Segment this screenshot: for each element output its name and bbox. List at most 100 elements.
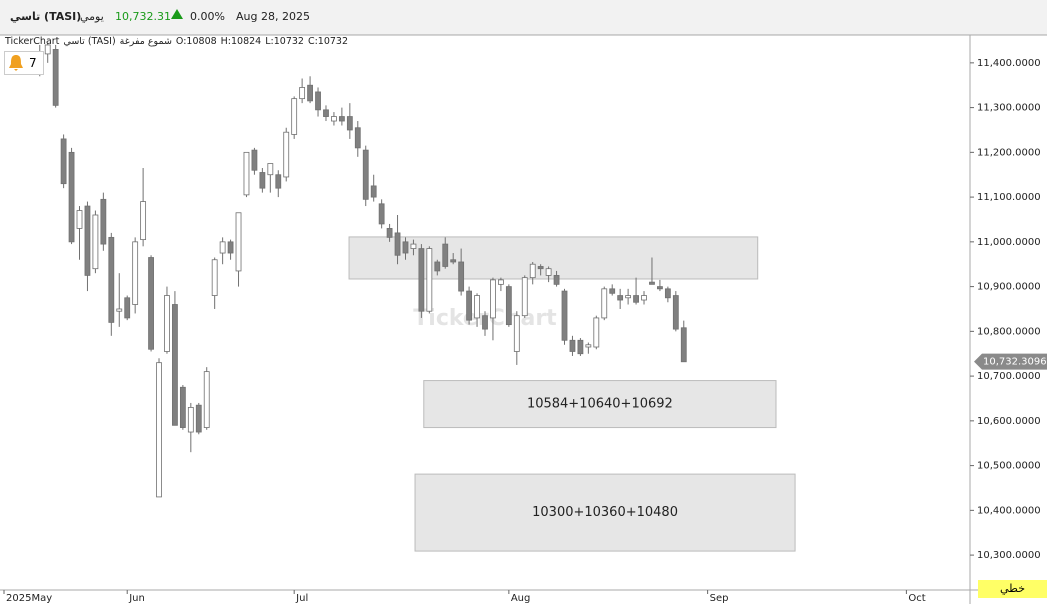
symbol[interactable]: تاسي (TASI)	[10, 10, 82, 23]
y-tick-label: 10,800.0000	[977, 326, 1041, 337]
x-tick-label: Aug	[511, 593, 531, 604]
zone	[414, 473, 796, 552]
candle-body	[275, 174, 282, 189]
alerts-button[interactable]: 7	[4, 51, 44, 75]
candle-body	[195, 404, 202, 433]
candle-body	[331, 116, 337, 122]
y-tick-label: 10,400.0000	[977, 505, 1041, 516]
candle-body	[672, 295, 679, 330]
high: H:10824	[220, 36, 262, 47]
low: L:10732	[265, 36, 304, 47]
candle-body	[164, 295, 170, 352]
y-tick-label: 10,700.0000	[977, 371, 1041, 382]
candle-body	[60, 138, 67, 185]
candle-body	[545, 268, 552, 276]
candle-body	[490, 279, 496, 319]
candle-body	[243, 151, 250, 196]
candle-body	[664, 288, 671, 299]
candle-body	[609, 288, 616, 294]
candle-body	[386, 228, 393, 238]
candle-body	[116, 308, 123, 312]
candle-body	[585, 344, 592, 348]
period[interactable]: يومي	[80, 10, 104, 23]
candle-body	[553, 275, 560, 285]
candle-body	[156, 362, 162, 498]
y-tick-label: 11,000.0000	[977, 237, 1041, 248]
candle-body	[370, 185, 377, 198]
candle-body	[442, 243, 449, 267]
candle-body	[100, 198, 107, 245]
y-tick-label: 11,200.0000	[977, 147, 1041, 158]
candle-body	[466, 290, 472, 321]
candle-body	[346, 116, 353, 131]
candle-body	[617, 295, 624, 301]
candle-body	[227, 241, 234, 254]
x-tick-label: Jun	[128, 593, 145, 604]
y-tick-label: 10,600.0000	[977, 416, 1041, 427]
y-tick-label: 11,100.0000	[977, 192, 1041, 203]
candle-body	[299, 87, 306, 100]
date: Aug 28, 2025	[236, 10, 310, 23]
candle-body	[323, 109, 329, 117]
candle-body	[529, 263, 536, 279]
candle-body	[513, 315, 520, 352]
candle-body	[410, 243, 417, 249]
y-tick-label: 10,900.0000	[977, 282, 1041, 293]
candle-body	[307, 84, 313, 102]
x-tick-label: 2025May	[6, 593, 52, 604]
up-arrow	[171, 9, 183, 19]
candle-body	[235, 212, 242, 272]
close: C:10732	[307, 36, 349, 47]
candle-body	[354, 127, 361, 149]
zone	[348, 236, 759, 280]
candle-body	[569, 339, 576, 352]
source: TickerChart	[5, 36, 60, 47]
candle-body	[187, 407, 194, 433]
chart: TickerChart 11,400.0000 11,300.0000 11,200.…	[0, 35, 1047, 604]
candle-body	[625, 295, 632, 299]
change: 0.00%	[190, 10, 225, 23]
candle-body	[315, 91, 321, 111]
candle-body	[498, 279, 504, 285]
candle-body	[577, 339, 584, 355]
candle-body	[362, 149, 369, 200]
candle-body	[172, 304, 178, 426]
chart-type-button[interactable]: خطي	[978, 580, 1047, 598]
candle-body	[418, 248, 425, 312]
candle-body	[450, 259, 457, 263]
candle-body	[108, 236, 115, 323]
zone-label: 10300+10360+10480	[532, 505, 678, 520]
legend-line: TickerChart تاسي (TASI) شموع مفرغة O:10808 H…	[5, 36, 352, 47]
candle-body	[482, 315, 488, 330]
candle-body	[561, 290, 568, 341]
candle-body	[680, 327, 687, 363]
candle-body	[474, 295, 480, 319]
x-tick-label: Jul	[295, 593, 308, 604]
header-bar: تاسي (TASI) يومي 10,732.31 0.00% Aug 28,…	[0, 0, 1047, 35]
price: 10,732.31	[115, 10, 171, 23]
candle-body	[44, 44, 51, 55]
zone	[423, 380, 777, 429]
y-tick-label: 10,300.0000	[977, 550, 1041, 561]
candle-body	[92, 214, 99, 270]
candle-body	[259, 172, 266, 189]
candle-body	[601, 288, 608, 319]
candle-body	[140, 201, 147, 241]
candle-body	[132, 241, 139, 305]
x-tick-label: Oct	[908, 593, 925, 604]
candle-body	[649, 281, 655, 285]
candle-body	[52, 49, 59, 106]
zone-label: 10584+10640+10692	[527, 397, 673, 412]
candle-body	[76, 210, 83, 229]
candle-body	[505, 286, 512, 326]
y-tick-label: 11,400.0000	[977, 58, 1041, 69]
x-tick-label: Sep	[710, 593, 729, 604]
candle-body	[267, 163, 274, 176]
candle-body	[378, 203, 385, 225]
candle-body	[291, 98, 298, 135]
alert-count: 7	[29, 56, 37, 70]
candle-body	[593, 317, 600, 348]
instrument: تاسي (TASI)	[63, 36, 116, 47]
candle-body	[84, 205, 91, 276]
